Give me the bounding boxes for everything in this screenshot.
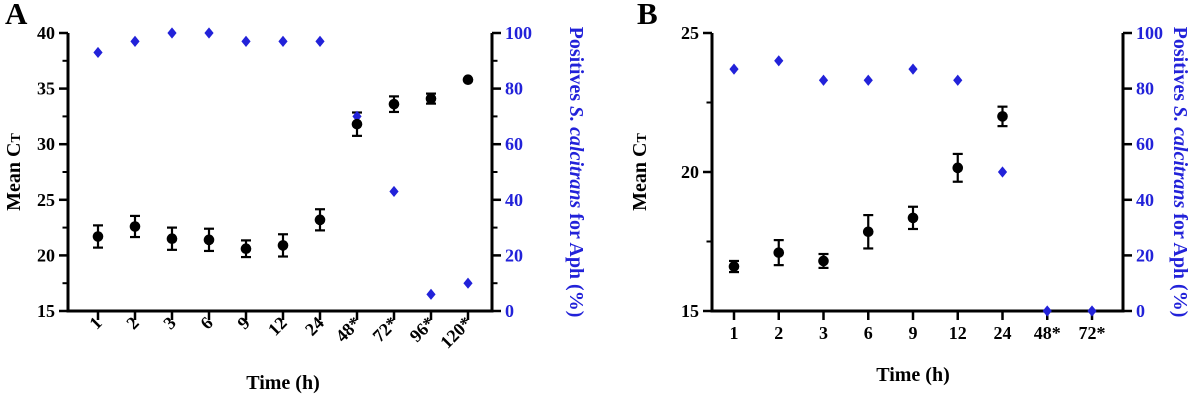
x-tick-label: 24 xyxy=(301,313,328,340)
x-tick-label: 48* xyxy=(332,313,365,346)
diamond-marker xyxy=(863,74,873,86)
panel-a-label: A xyxy=(5,0,28,31)
axes-frame xyxy=(710,33,1125,313)
panel-b: B 15 20 25 0 20 40 60 80 100 1 2 3 6 9 12 24 48* 72* Time … xyxy=(600,0,1200,402)
x-tick-label: 9 xyxy=(909,323,918,343)
right-tick-label: 40 xyxy=(505,190,523,210)
x-tick-label: 6 xyxy=(196,313,217,334)
circle-marker xyxy=(952,162,964,174)
left-tick-label: 15 xyxy=(681,301,699,321)
right-tick-label: 40 xyxy=(1136,190,1154,210)
panel-b-label: B xyxy=(637,0,658,31)
x-tick-label: 12 xyxy=(264,313,291,340)
x-tick-label: 72* xyxy=(1079,323,1106,343)
x-tick-label: 2 xyxy=(774,323,783,343)
right-tick-label: 20 xyxy=(505,245,523,265)
right-tick-label: 60 xyxy=(1136,134,1154,154)
x-axis-title: Time (h) xyxy=(246,372,320,394)
circle-marker xyxy=(773,247,785,258)
left-tick-label: 25 xyxy=(37,190,55,210)
x-tick-label: 1 xyxy=(85,313,106,334)
left-tick-label: 30 xyxy=(37,134,55,154)
diamond-marker xyxy=(818,74,829,86)
x-tick-label: 96* xyxy=(406,313,439,346)
axes-frame xyxy=(66,33,494,313)
right-tick-label: 80 xyxy=(1136,79,1154,99)
left-tick-label: 20 xyxy=(681,162,699,182)
x-axis-title: Time (h) xyxy=(876,364,950,386)
diamond-marker xyxy=(93,46,103,59)
right-tick-label: 100 xyxy=(1136,23,1163,43)
diamond-marker xyxy=(278,35,288,47)
x-tick-label: 120* xyxy=(436,313,476,353)
left-tick-label: 15 xyxy=(37,301,55,321)
diamond-marker xyxy=(315,35,325,47)
diamond-marker xyxy=(130,35,140,47)
x-tick-label: 6 xyxy=(864,323,873,343)
circle-marker xyxy=(425,93,437,104)
circle-marker xyxy=(907,212,919,224)
left-tick-label: 25 xyxy=(681,23,699,43)
diamond-marker xyxy=(774,55,784,67)
diamond-marker xyxy=(729,63,739,75)
diamond-marker xyxy=(1087,305,1097,317)
diamond-marker xyxy=(167,27,177,39)
circle-marker xyxy=(203,234,215,246)
circle-marker xyxy=(388,98,400,110)
x-tick-label: 1 xyxy=(730,323,739,343)
right-tick-label: 80 xyxy=(505,79,523,99)
circle-marker xyxy=(129,221,141,232)
diamond-marker xyxy=(1042,305,1052,317)
right-tick-label: 100 xyxy=(505,23,532,43)
left-axis-title: Mean CT xyxy=(629,133,651,211)
circle-marker xyxy=(462,74,474,86)
diamond-marker xyxy=(463,277,473,289)
diamond-marker xyxy=(426,288,436,300)
x-tick-label: 72* xyxy=(369,313,402,346)
left-tick-label: 20 xyxy=(37,245,55,265)
right-tick-label: 20 xyxy=(1136,245,1154,265)
x-tick-label: 2 xyxy=(122,313,143,334)
circle-marker xyxy=(92,231,104,242)
left-tick-label: 40 xyxy=(37,23,55,43)
x-tick-label: 48* xyxy=(1034,323,1061,343)
x-tick-label: 3 xyxy=(159,313,180,334)
left-tick-label: 35 xyxy=(37,79,55,99)
circle-marker xyxy=(818,255,829,267)
x-tick-label: 3 xyxy=(819,323,828,343)
circle-marker xyxy=(277,240,289,251)
left-axis-title: Mean CT xyxy=(3,133,25,211)
right-tick-label: 0 xyxy=(505,301,514,321)
diamond-marker xyxy=(389,185,399,198)
right-axis-title: Positives S. calcitrans for Aph (%) xyxy=(1169,27,1191,318)
circle-marker xyxy=(997,111,1008,122)
circle-marker xyxy=(728,261,740,272)
diamond-marker xyxy=(352,110,362,122)
x-tick-label: 9 xyxy=(233,313,254,334)
x-tick-label: 24 xyxy=(994,323,1012,343)
diamond-marker xyxy=(241,35,251,47)
diamond-marker xyxy=(908,63,918,75)
circle-marker xyxy=(240,243,252,255)
diamond-marker xyxy=(204,27,214,39)
circle-marker xyxy=(314,214,326,226)
right-axis-title: Positives S. calcitrans for Aph (%) xyxy=(565,27,587,318)
circle-marker xyxy=(166,233,178,245)
diamond-marker xyxy=(997,166,1008,178)
circle-marker xyxy=(351,118,363,130)
circle-marker xyxy=(862,226,874,238)
right-tick-label: 0 xyxy=(1136,301,1145,321)
diamond-marker xyxy=(953,74,963,86)
panel-a: A 15 20 25 30 35 40 0 20 40 60 80 100 1 2 3 6 9 12 24 48* 72… xyxy=(3,0,587,394)
right-tick-label: 60 xyxy=(505,134,523,154)
x-tick-label: 12 xyxy=(949,323,967,343)
